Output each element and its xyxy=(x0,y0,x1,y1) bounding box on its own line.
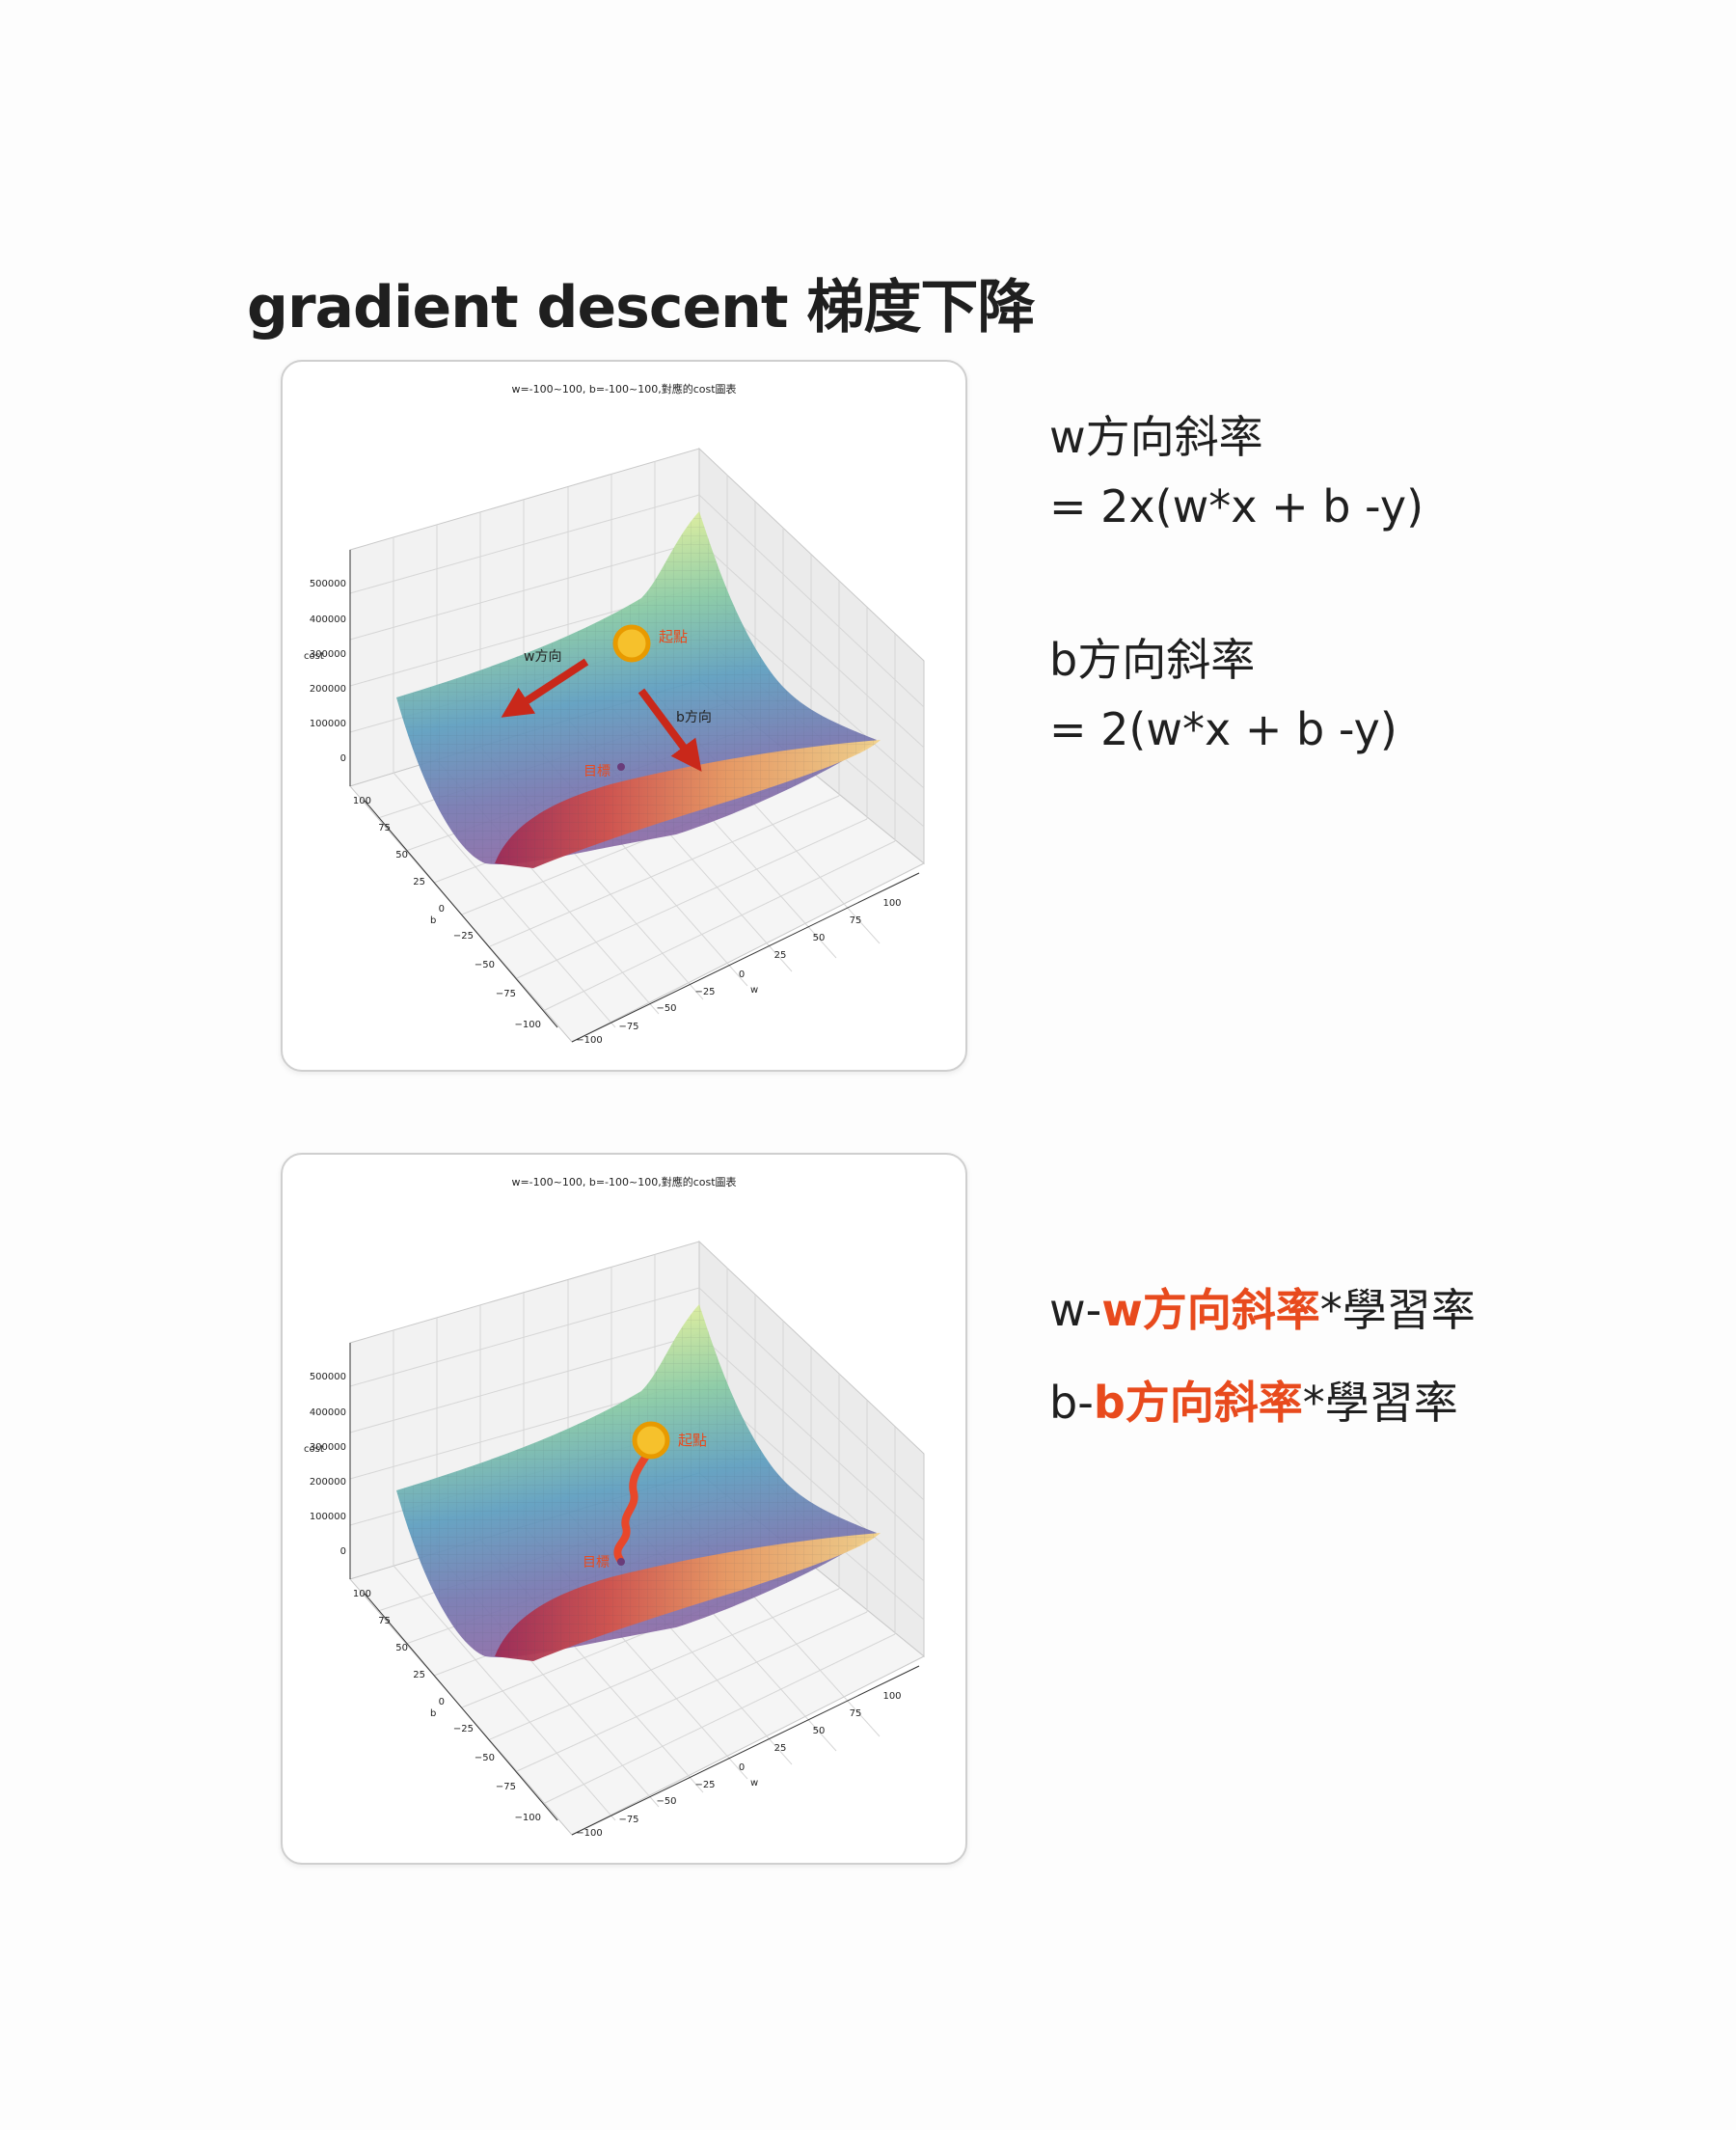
w-tick-label: −50 xyxy=(656,1003,676,1014)
z-tick-label: 400000 xyxy=(310,1407,346,1418)
w-update-prefix: w- xyxy=(1049,1284,1102,1336)
z-tick-label: 400000 xyxy=(310,614,346,625)
z-axis-label: cost xyxy=(304,1444,324,1455)
b-tick-label: 25 xyxy=(413,877,425,888)
b-tick-label: −25 xyxy=(453,931,474,942)
b-tick-label: 0 xyxy=(439,1697,445,1707)
w-tick-label: −100 xyxy=(576,1035,602,1046)
surface-ridge-mesh xyxy=(495,740,881,868)
b-update-highlight: b方向斜率 xyxy=(1093,1377,1303,1429)
target-label: 目標 xyxy=(583,1555,610,1570)
b-update-prefix: b- xyxy=(1049,1377,1094,1429)
gradient-path-plot-card: w=-100~100, b=-100~100,對應的cost圖表 xyxy=(281,1153,967,1865)
w-axis-label: w xyxy=(750,1778,758,1789)
start-marker xyxy=(612,624,651,663)
b-slope-expression: = 2(w*x + b -y) xyxy=(1049,703,1397,755)
cost-surface-plot-card: w=-100~100, b=-100~100,對應的cost圖表 xyxy=(281,360,967,1072)
b-update-suffix: *學習率 xyxy=(1302,1377,1458,1429)
w-axis-label: w xyxy=(750,985,758,996)
b-tick-label: −75 xyxy=(496,1782,516,1792)
w-tick-label: −75 xyxy=(618,1815,638,1825)
w-tick-label: −50 xyxy=(656,1796,676,1807)
b-update-rule: b-b方向斜率*學習率 xyxy=(1049,1356,1476,1449)
b-tick-label: 100 xyxy=(353,1589,371,1599)
z-tick-label: 200000 xyxy=(310,684,346,695)
start-label: 起點 xyxy=(659,628,688,645)
w-tick-label: −25 xyxy=(694,1780,715,1790)
b-tick-label: 75 xyxy=(378,823,391,833)
b-tick-label: 75 xyxy=(378,1616,391,1626)
w-direction-label: w方向 xyxy=(524,649,561,665)
w-update-rule: w-w方向斜率*學習率 xyxy=(1049,1264,1476,1356)
z-axis-label: cost xyxy=(304,651,324,662)
update-rules: w-w方向斜率*學習率 b-b方向斜率*學習率 xyxy=(1049,1264,1476,1449)
z-tick-label: 300000 xyxy=(310,1442,346,1453)
cost-surface-plot: w=-100~100, b=-100~100,對應的cost圖表 xyxy=(304,382,925,1046)
w-update-suffix: *學習率 xyxy=(1319,1284,1476,1336)
b-tick-label: −75 xyxy=(496,989,516,999)
target-marker xyxy=(617,1558,625,1566)
b-tick-label: −25 xyxy=(453,1724,474,1734)
w-tick-label: −25 xyxy=(694,987,715,997)
b-slope-heading: b方向斜率 xyxy=(1049,634,1256,686)
z-tick-label: 500000 xyxy=(310,1372,346,1382)
b-tick-label: −100 xyxy=(515,1813,541,1823)
w-tick-label: 0 xyxy=(739,969,745,980)
z-tick-label: 100000 xyxy=(310,719,346,729)
start-label: 起點 xyxy=(678,1432,707,1449)
b-direction-arrow xyxy=(637,688,702,772)
w-direction-arrow xyxy=(501,658,589,718)
gradient-path-plot: w=-100~100, b=-100~100,對應的cost圖表 xyxy=(304,1175,925,1839)
z-tick-label: 500000 xyxy=(310,579,346,589)
start-marker xyxy=(632,1421,670,1460)
b-tick-label: −50 xyxy=(475,960,495,970)
b-tick-label: 0 xyxy=(439,904,445,915)
b-tick-label: 50 xyxy=(395,850,408,860)
b-tick-label: −50 xyxy=(475,1753,495,1763)
b-direction-label: b方向 xyxy=(676,710,712,725)
b-tick-label: 25 xyxy=(413,1670,425,1680)
w-tick-label: −100 xyxy=(576,1828,602,1839)
w-tick-label: 0 xyxy=(739,1762,745,1773)
w-tick-label: 50 xyxy=(813,1726,826,1736)
w-tick-label: 75 xyxy=(850,1708,862,1719)
page-title: gradient descent 梯度下降 xyxy=(247,274,1035,341)
plot-title: w=-100~100, b=-100~100,對應的cost圖表 xyxy=(511,382,736,396)
plot-title: w=-100~100, b=-100~100,對應的cost圖表 xyxy=(511,1175,736,1188)
w-slope-heading: w方向斜率 xyxy=(1049,411,1263,463)
w-update-highlight: w方向斜率 xyxy=(1101,1284,1320,1336)
b-tick-label: 100 xyxy=(353,796,371,806)
z-tick-label: 300000 xyxy=(310,649,346,660)
w-tick-label: 25 xyxy=(774,950,787,961)
target-label: 目標 xyxy=(583,764,610,779)
b-axis-label: b xyxy=(430,1708,436,1719)
b-tick-label: −100 xyxy=(515,1020,541,1030)
w-tick-label: 75 xyxy=(850,915,862,926)
w-tick-label: 100 xyxy=(882,1691,901,1702)
z-tick-label: 0 xyxy=(340,1546,346,1557)
target-marker xyxy=(617,763,625,771)
b-tick-label: 50 xyxy=(395,1643,408,1653)
descent-path xyxy=(613,1445,655,1564)
w-tick-label: 100 xyxy=(882,898,901,909)
w-tick-label: −75 xyxy=(618,1022,638,1032)
w-tick-label: 25 xyxy=(774,1743,787,1754)
z-tick-label: 0 xyxy=(340,753,346,764)
w-tick-label: 50 xyxy=(813,933,826,943)
z-tick-label: 100000 xyxy=(310,1512,346,1522)
w-slope-expression: = 2x(w*x + b -y) xyxy=(1049,480,1424,532)
w-slope-formula: w方向斜率 = 2x(w*x + b -y) xyxy=(1049,402,1424,541)
z-tick-label: 200000 xyxy=(310,1477,346,1488)
b-axis-label: b xyxy=(430,915,436,926)
b-slope-formula: b方向斜率 = 2(w*x + b -y) xyxy=(1049,625,1397,764)
surface-ridge-mesh xyxy=(495,1533,881,1661)
